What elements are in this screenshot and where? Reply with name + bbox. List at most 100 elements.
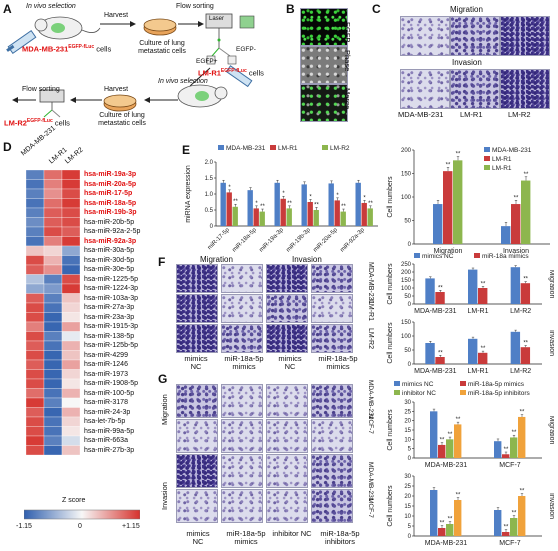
- significance-mark: *: [282, 191, 285, 197]
- heatmap-row-label: hsa-miR-23a-3p: [84, 313, 135, 321]
- bar: [501, 226, 511, 244]
- bar: [438, 528, 446, 536]
- category-label: miR-19b-3p: [285, 227, 312, 254]
- significance-mark: **: [448, 432, 453, 438]
- colorbar-gradient: [24, 509, 140, 520]
- f-micrograph: [266, 324, 308, 353]
- heatmap-row-label: hsa-miR-92a-2-5p: [84, 228, 141, 235]
- heatmap-cell: [61, 369, 81, 380]
- significance-mark: **: [481, 346, 486, 352]
- y-tick-label: 0: [408, 242, 412, 248]
- significance-mark: **: [504, 447, 509, 453]
- bar: [334, 200, 340, 226]
- label-c-col-1: MDA-MB-231: [398, 110, 444, 119]
- heatmap-row-label: hsa-miR-1224-3p: [84, 285, 139, 292]
- heatmap-cell: [26, 369, 45, 380]
- significance-mark: **: [438, 285, 443, 291]
- significance-mark: **: [456, 417, 461, 423]
- lmr1-sup: EGFP-fLuc: [220, 68, 247, 74]
- label-in-vivo-2: In vivo selection: [158, 78, 208, 85]
- heatmap-cell: [43, 340, 63, 351]
- f-micrograph: [221, 324, 263, 353]
- colorbar-tick-low: -1.15: [16, 523, 32, 530]
- heatmap-cell: [26, 255, 45, 266]
- heatmap-cell: [26, 226, 45, 237]
- bar: [340, 211, 346, 226]
- heatmap-cell: [43, 435, 63, 446]
- category-label: MDA-MB-231: [425, 540, 468, 547]
- category-label: Invasion: [503, 248, 529, 255]
- label-c-col-3: LM-R2: [508, 110, 531, 119]
- heatmap-cell: [43, 416, 63, 427]
- heatmap-cell: [43, 179, 63, 190]
- heatmap-cell: [43, 198, 63, 209]
- heatmap-row-label: hsa-miR-100-5p: [84, 389, 135, 397]
- bar: [355, 182, 361, 226]
- bar: [510, 267, 521, 304]
- significance-mark: **: [512, 430, 517, 436]
- chart-e-cells: 0 50 100 150 200 Cell numbers ** ** Migration ** *…: [387, 147, 550, 255]
- heatmap-cell: [43, 426, 63, 437]
- bar: [518, 416, 526, 458]
- heatmap-cell: [61, 445, 81, 456]
- category-label: miR-18a-5p: [231, 227, 258, 254]
- label-culture-2: Culture of lung metastatic cells: [98, 112, 146, 127]
- lmr2-sup: EGFP-fLuc: [26, 118, 53, 124]
- significance-mark: **: [523, 341, 528, 347]
- significance-mark: **: [520, 489, 525, 495]
- heatmap-cell: [61, 397, 81, 408]
- category-label: LM-R2: [510, 308, 531, 315]
- label-c-migration: Migration: [450, 5, 483, 14]
- panel-a-schematic: [6, 13, 255, 118]
- micrograph-merge: [300, 84, 348, 122]
- bar: [430, 490, 438, 536]
- label-f-row-2: LM-R1: [367, 300, 374, 322]
- heatmap-cell: [26, 236, 45, 247]
- bar: [253, 208, 259, 226]
- heatmap-row-label: hsa-miR-1908-5p: [84, 380, 139, 387]
- bar: [280, 198, 286, 226]
- label-laser: Laser: [209, 16, 225, 22]
- bar: [494, 510, 502, 536]
- heatmap-row-label: hsa-miR-138-5p: [84, 332, 135, 340]
- legend-swatch: [460, 390, 466, 395]
- bar: [454, 500, 462, 536]
- micrograph-phase: [300, 46, 348, 84]
- heatmap-row-label: hsa-miR-4299: [84, 351, 128, 359]
- heatmap-cell: [26, 293, 45, 304]
- significance-mark: *: [228, 185, 231, 191]
- y-tick-label: 20: [404, 494, 411, 500]
- g-micrograph: [221, 454, 263, 488]
- heatmap-row-label: hsa-miR-92a-3p: [84, 237, 137, 245]
- heatmap-cell: [26, 264, 45, 275]
- lmr2-name: LM-R2: [4, 118, 27, 128]
- culture-dish-icon: [143, 18, 177, 36]
- bar: [446, 439, 454, 458]
- significance-mark: **: [368, 201, 373, 207]
- legend-entry: LM-R1: [492, 156, 512, 163]
- y-axis-label: Cell numbers: [387, 263, 394, 305]
- heatmap-row-label: hsa-miR-20b-5p: [84, 218, 135, 226]
- side-label: Invasion: [548, 493, 554, 519]
- legend-swatch: [460, 381, 466, 386]
- heatmap-row-label: hsa-miR-663a: [84, 437, 128, 444]
- heatmap-cell: [61, 407, 81, 418]
- g-micrograph: [176, 384, 218, 418]
- legend-swatch: [484, 147, 490, 152]
- heatmap-row-label: hsa-miR-30e-5p: [84, 266, 135, 273]
- g-micrograph: [311, 384, 353, 418]
- flow-sorter-icon: [205, 13, 255, 65]
- y-tick-label: 250: [401, 262, 412, 268]
- bar: [433, 204, 443, 244]
- micrograph-c-inv-3: [500, 69, 550, 109]
- bar: [435, 292, 445, 304]
- significance-mark: *: [363, 195, 366, 201]
- category-label: miR-17-5p: [207, 227, 232, 252]
- heatmap-row-label: hsa-miR-27a-3p: [84, 304, 135, 311]
- colorbar-title: Z score: [62, 497, 86, 504]
- heatmap-cell: [61, 188, 81, 199]
- bar: [520, 347, 531, 364]
- g-micrograph: [221, 489, 263, 523]
- heatmap-cell: [43, 321, 63, 332]
